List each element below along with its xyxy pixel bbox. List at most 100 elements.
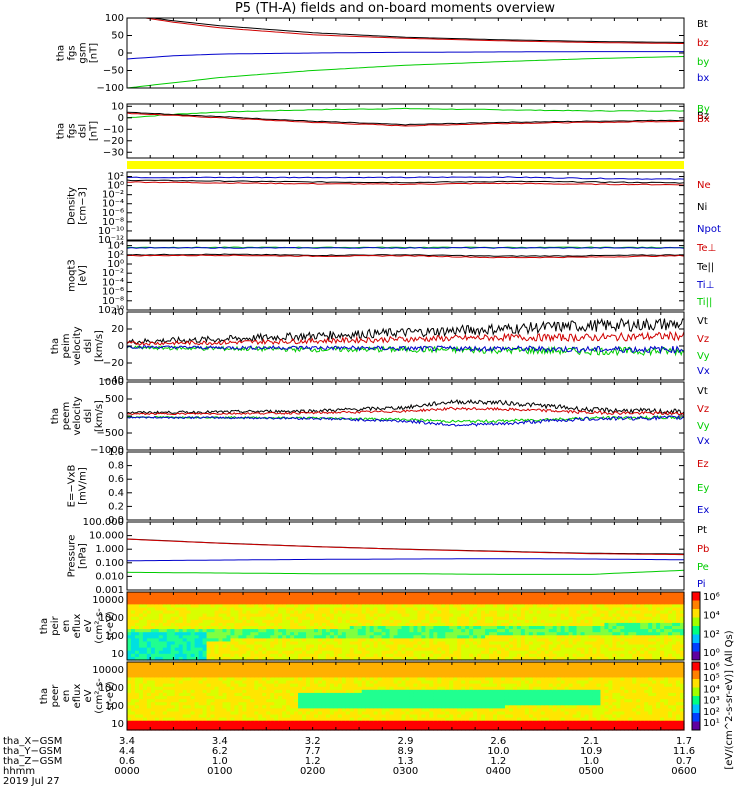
spectrogram-cell [230,601,236,605]
spectrogram-cell [321,692,327,697]
spectrogram-cell [325,692,331,697]
spectrogram-cell [142,656,148,661]
spectrogram-cell [556,644,562,649]
y-tick-label: 10⁻¹² [98,235,124,246]
spectrogram-cell [461,616,466,621]
spectrogram-cell [493,598,498,602]
spectrogram-cell [130,616,136,621]
spectrogram-cell [397,644,403,649]
spectrogram-cell [465,610,470,615]
spectrogram-cell [329,717,335,722]
spectrogram-cell [258,619,263,624]
spectrogram-cell [457,629,462,633]
spectrogram-cell [178,647,184,652]
spectrogram-cell [345,653,351,658]
spectrogram-cell [154,726,160,731]
spectrogram-cell [290,674,295,679]
spectrogram-cell [473,641,478,646]
spectrogram-cell [636,644,641,649]
spectrogram-cell [584,598,590,602]
spectrogram-cell [668,595,673,599]
spectrogram-cell [174,702,180,706]
spectrogram-cell [134,644,140,649]
spectrogram-cell [186,622,192,627]
spectrogram-cell [142,671,148,675]
spectrogram-cell [624,610,629,615]
spectrogram-cell [413,610,419,615]
spectrogram-cell [298,689,303,694]
spectrogram-cell [544,610,550,615]
spectrogram-cell [174,674,180,679]
y-tick-label: 10⁻⁶ [102,287,124,298]
spectrogram-cell [210,650,216,655]
spectrogram-cell [182,692,188,697]
spectrogram-cell [234,616,239,621]
spectrogram-cell [592,601,598,605]
spectrogram-cell [437,604,442,609]
spectrogram-cell [238,641,243,646]
spectrogram-cell [298,656,303,661]
spectrogram-cell [258,641,263,646]
spectrogram-cell [317,601,323,605]
spectrogram-cell [258,668,263,672]
spectrogram-cell [310,641,315,646]
spectrogram-cell [341,686,347,691]
spectrogram-cell [127,677,132,682]
y-axis-label: [nT] [89,43,100,63]
spectrogram-cell [127,632,132,636]
spectrogram-cell [596,613,602,618]
spectrogram-cell [401,647,407,652]
spectrogram-cell [258,662,263,666]
spectrogram-cell [473,604,478,609]
spectrogram-cell [325,601,331,605]
spectrogram-cell [190,626,196,630]
legend-Vy: Vy [697,421,710,432]
spectrogram-cell [508,644,514,649]
spectrogram-cell [620,653,625,658]
spectrogram-cell [138,686,144,691]
spectrogram-cell [174,653,180,658]
spectrogram-cell [632,619,637,624]
spectrogram-cell [341,711,347,716]
spectrogram-cell [294,607,299,612]
spectrogram-cell [166,674,172,679]
spectrogram-cell [234,683,239,688]
spectrogram-cell [190,613,196,618]
spectrogram-cell [194,613,200,618]
spectrogram-cell [146,668,152,672]
spectrogram-cell [274,696,279,700]
spectrogram-cell [182,726,188,731]
spectrogram-cell [134,622,140,627]
spectrogram-cell [397,613,403,618]
spectrogram-cell [409,598,415,602]
spectrogram-cell [278,665,283,669]
spectrogram-cell [644,632,649,636]
spectrogram-cell [238,668,243,672]
spectrogram-cell [524,601,530,605]
spectrogram-cell [528,613,534,618]
spectrogram-cell [489,629,494,633]
spectrogram-cell [246,656,251,661]
spectrogram-cell [202,619,208,624]
spectrogram-cell [485,616,490,621]
spectrogram-cell [345,638,351,643]
spectrogram-cell [652,650,657,655]
series-line-Bt [127,17,685,43]
spectrogram-cell [250,644,255,649]
spectrogram-cell [664,641,669,646]
spectrogram-cell [150,702,156,706]
spectrogram-cell [465,613,470,618]
spectrogram-cell [580,622,586,627]
spectrogram-cell [198,638,204,643]
spectrogram-cell [138,610,144,615]
spectrogram-cell [258,717,263,722]
spectrogram-cell [254,607,259,612]
spectrogram-cell [262,622,267,627]
spectrogram-cell [178,699,184,703]
spectrogram-cell [397,626,403,630]
spectrogram-cell [604,653,610,658]
spectrogram-cell [254,626,259,630]
spectrogram-cell [489,592,494,596]
spectrogram-cell [146,717,152,722]
spectrogram-cell [365,598,371,602]
